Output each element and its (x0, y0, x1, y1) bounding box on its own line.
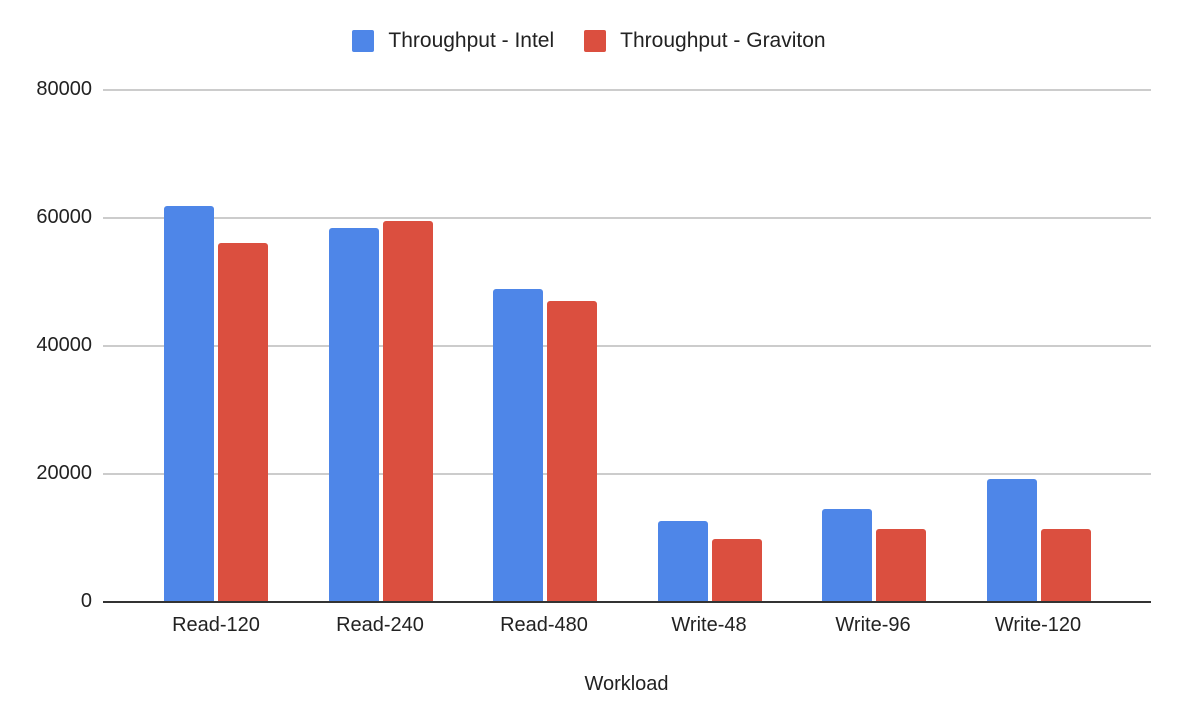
x-tick-label: Read-240 (336, 614, 424, 636)
y-tick-label: 20000 (36, 462, 92, 484)
x-tick-label: Write-48 (671, 614, 747, 636)
bar-throughput-graviton-read-480[interactable] (547, 301, 597, 602)
y-tick-label: 0 (80, 590, 92, 612)
legend-label-intel: Throughput - Intel (388, 29, 555, 52)
x-tick-label: Write-120 (994, 614, 1082, 636)
y-tick-label: 40000 (36, 334, 92, 356)
bar-throughput-intel-write-120[interactable] (987, 479, 1037, 602)
bar-throughput-graviton-write-96[interactable] (876, 529, 926, 602)
chart-legend: Throughput - Intel Throughput - Graviton (0, 26, 1178, 56)
bar-throughput-graviton-read-120[interactable] (218, 243, 268, 602)
x-axis-title: Workload (584, 673, 669, 695)
legend-swatch-graviton (584, 30, 607, 52)
bar-throughput-graviton-write-120[interactable] (1041, 529, 1091, 602)
bar-throughput-intel-read-120[interactable] (164, 206, 214, 602)
legend-swatch-intel (352, 30, 375, 52)
y-tick-label: 80000 (36, 78, 92, 100)
bar-throughput-intel-read-480[interactable] (493, 289, 543, 602)
x-tick-label: Read-120 (172, 614, 260, 636)
bar-throughput-intel-write-96[interactable] (822, 509, 872, 602)
x-tick-label: Write-96 (835, 614, 911, 636)
gridline (103, 89, 1151, 91)
gridline (103, 473, 1151, 475)
bar-throughput-intel-write-48[interactable] (658, 521, 708, 602)
bar-throughput-graviton-read-240[interactable] (383, 221, 433, 602)
bar-throughput-graviton-write-48[interactable] (712, 539, 762, 602)
legend-item-intel[interactable]: Throughput - Intel (352, 29, 554, 53)
y-tick-label: 60000 (36, 206, 92, 228)
x-axis-line (103, 601, 1151, 603)
gridline (103, 345, 1151, 347)
x-tick-label: Read-480 (500, 614, 588, 636)
gridline (103, 217, 1151, 219)
bar-throughput-intel-read-240[interactable] (329, 228, 379, 602)
legend-item-graviton[interactable]: Throughput - Graviton (584, 29, 826, 53)
legend-label-graviton: Throughput - Graviton (620, 29, 826, 52)
